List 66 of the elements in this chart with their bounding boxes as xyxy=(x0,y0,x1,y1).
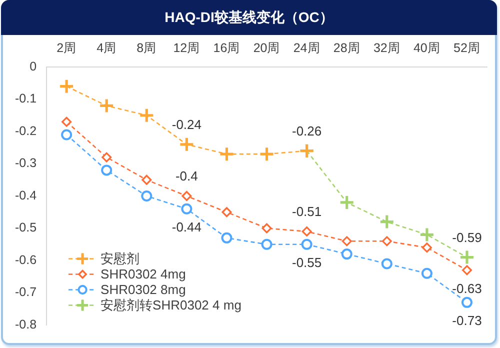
data-label: -0.24 xyxy=(172,116,202,132)
y-tick-label: -0.2 xyxy=(14,124,37,138)
point xyxy=(62,116,72,127)
y-tick-label: 0 xyxy=(30,59,37,74)
point xyxy=(301,238,312,250)
data-label: -0.44 xyxy=(172,219,202,234)
x-tick-label: 20周 xyxy=(253,40,280,55)
data-label: -0.55 xyxy=(292,254,322,270)
point xyxy=(221,232,232,244)
x-tick-label: 24周 xyxy=(293,40,320,55)
point xyxy=(181,203,192,214)
y-tick-label: -0.6 xyxy=(14,252,37,267)
point xyxy=(379,214,395,230)
y-tick-label: -0.1 xyxy=(14,92,37,106)
point xyxy=(341,248,352,260)
data-label: -0.51 xyxy=(292,204,322,220)
point xyxy=(302,226,312,236)
point xyxy=(61,129,72,140)
point xyxy=(222,207,232,218)
data-label: -0.63 xyxy=(452,280,482,296)
point xyxy=(459,249,475,266)
data-label: -0.73 xyxy=(452,313,482,328)
y-tick-label: -0.5 xyxy=(14,220,37,235)
point xyxy=(101,164,112,176)
point xyxy=(138,108,154,124)
y-tick-label: -0.7 xyxy=(14,285,37,300)
data-label: -0.59 xyxy=(452,230,482,245)
point xyxy=(381,258,392,270)
y-tick-label: -0.3 xyxy=(14,156,37,170)
point xyxy=(141,190,152,202)
x-tick-label: 12周 xyxy=(173,40,200,55)
y-tick-label: -0.4 xyxy=(14,188,37,202)
point xyxy=(258,146,275,162)
data-label: -0.26 xyxy=(292,123,322,138)
x-tick-label: 16周 xyxy=(213,40,240,55)
point xyxy=(58,78,74,94)
point xyxy=(342,236,352,246)
point xyxy=(382,236,392,246)
x-tick-label: 28周 xyxy=(333,40,360,55)
point xyxy=(339,194,355,210)
point xyxy=(261,238,272,250)
point xyxy=(182,191,192,201)
x-tick-label: 4周 xyxy=(96,40,117,55)
point xyxy=(178,136,194,152)
point xyxy=(461,296,472,308)
x-tick-label: 2周 xyxy=(56,40,77,55)
point xyxy=(142,174,152,185)
legend-label: SHR0302 8mg xyxy=(100,282,186,297)
x-tick-label: 40周 xyxy=(413,40,440,55)
legend-label: SHR0302 4mg xyxy=(100,266,186,282)
point xyxy=(419,226,435,242)
point xyxy=(462,265,472,276)
x-tick-label: 52周 xyxy=(454,40,480,55)
x-tick-label: 32周 xyxy=(373,40,400,55)
x-tick-label: 8周 xyxy=(136,40,157,55)
point xyxy=(218,146,235,162)
legend-label: 安慰剂 xyxy=(100,250,140,266)
y-tick-label: -0.8 xyxy=(14,317,37,332)
point xyxy=(98,98,114,114)
point xyxy=(422,242,432,253)
legend-label: 安慰剂转SHR0302 4 mg xyxy=(100,297,242,312)
data-label: -0.4 xyxy=(175,168,198,184)
point xyxy=(102,152,112,162)
point xyxy=(421,268,432,279)
chart-title: HAQ-DI较基线变化（OC） xyxy=(164,8,334,26)
point xyxy=(262,223,272,234)
